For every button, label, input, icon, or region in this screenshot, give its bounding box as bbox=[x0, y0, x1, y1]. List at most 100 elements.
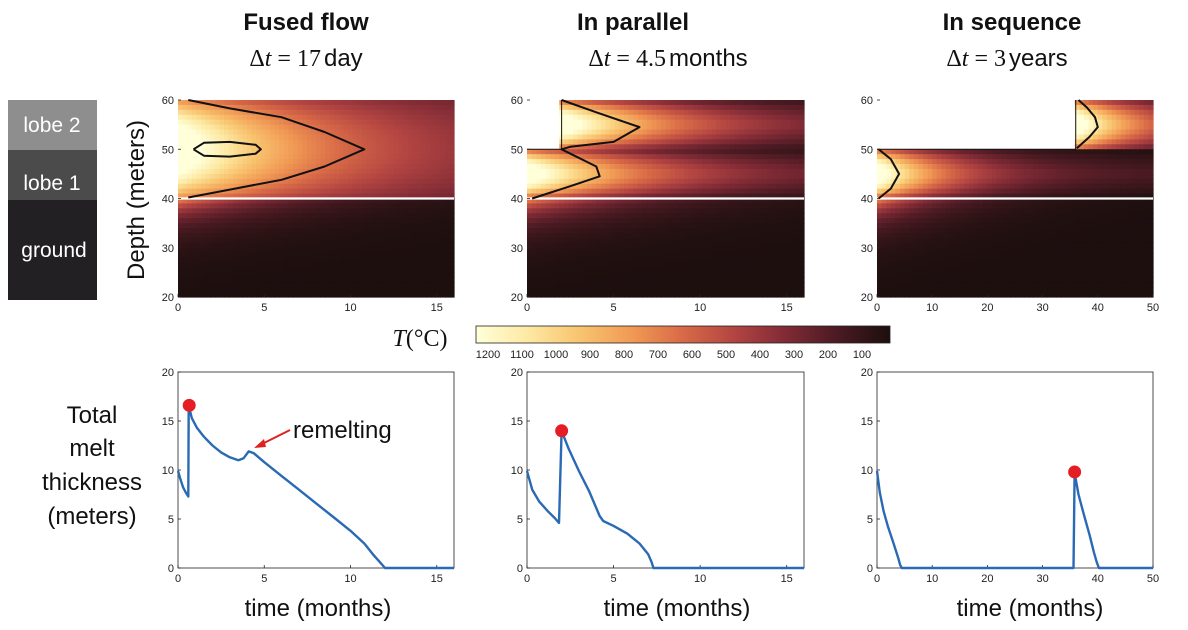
heatmap-cell bbox=[394, 287, 400, 293]
heatmap-cell bbox=[628, 139, 634, 145]
heatmap-cell bbox=[702, 252, 708, 259]
heatmap-cell bbox=[247, 213, 253, 219]
heatmap-cell bbox=[730, 272, 736, 278]
heatmap-cell bbox=[679, 109, 685, 116]
heatmap-cell bbox=[550, 149, 556, 155]
heatmap-cell bbox=[647, 292, 653, 298]
heatmap-cell bbox=[297, 287, 303, 293]
heatmap-cell bbox=[1120, 104, 1126, 111]
heatmap-cell bbox=[329, 119, 335, 126]
heatmap-cell bbox=[647, 129, 653, 136]
heatmap-cell bbox=[679, 164, 685, 170]
heatmap-cell bbox=[362, 154, 368, 160]
heatmap-cell bbox=[274, 213, 280, 219]
heatmap-cell bbox=[554, 198, 560, 205]
heatmap-cell bbox=[187, 119, 193, 126]
heatmap-cell bbox=[596, 282, 602, 288]
heatmap-cell bbox=[343, 198, 349, 205]
heatmap-cell bbox=[201, 164, 207, 170]
heatmap-cell bbox=[431, 100, 437, 106]
heatmap-cell bbox=[683, 203, 690, 209]
heatmap-cell bbox=[283, 203, 289, 209]
heatmap-cell bbox=[651, 129, 657, 136]
heatmap-cell bbox=[771, 208, 777, 214]
heatmap-cell bbox=[771, 272, 777, 278]
heatmap-cell bbox=[707, 257, 713, 264]
heatmap-cell bbox=[633, 139, 639, 145]
heatmap-cell bbox=[670, 247, 676, 254]
heatmap-cell bbox=[730, 119, 736, 126]
heatmap-cell bbox=[431, 193, 437, 200]
heatmap-cell bbox=[270, 247, 276, 254]
heatmap-cell bbox=[785, 129, 791, 136]
heatmap-cell bbox=[247, 247, 253, 254]
heatmap-cell bbox=[412, 114, 418, 121]
heatmap-cell bbox=[1079, 124, 1085, 131]
heatmap-cell bbox=[1111, 144, 1117, 150]
heatmap-cell bbox=[799, 139, 805, 145]
heatmap-cell bbox=[385, 252, 391, 259]
heatmap-cell bbox=[610, 198, 616, 205]
heatmap-cell bbox=[251, 104, 257, 111]
heatmap-cell bbox=[187, 149, 193, 155]
heatmap-cell bbox=[725, 124, 731, 131]
heatmap-cell bbox=[762, 242, 768, 249]
heatmap-cell bbox=[697, 228, 704, 234]
heatmap-cell bbox=[605, 252, 611, 259]
heatmap-cell bbox=[610, 119, 616, 126]
heatmap-cell bbox=[559, 188, 565, 195]
heatmap-cell bbox=[536, 277, 542, 283]
heatmap-cell bbox=[325, 237, 331, 244]
heatmap-cell bbox=[600, 218, 607, 224]
heatmap-cell bbox=[799, 237, 805, 244]
heatmap-cell bbox=[734, 282, 740, 288]
heatmap-cell bbox=[362, 203, 368, 209]
heatmap-cell bbox=[536, 183, 542, 190]
heatmap-cell bbox=[237, 213, 243, 219]
heatmap-cell bbox=[665, 104, 671, 111]
heatmap-cell bbox=[674, 228, 680, 234]
heatmap-cell bbox=[311, 168, 317, 175]
heatmap-cell bbox=[707, 223, 713, 229]
heatmap-cell bbox=[651, 282, 657, 288]
heatmap-cell bbox=[219, 159, 225, 165]
heatmap-cell bbox=[228, 213, 234, 219]
heatmap-cell bbox=[614, 287, 620, 293]
heatmap-cell bbox=[187, 247, 193, 254]
heatmap-cell bbox=[389, 257, 395, 264]
heatmap-cell bbox=[408, 198, 414, 205]
heatmap-cell bbox=[688, 104, 694, 111]
heatmap-cell bbox=[412, 218, 418, 224]
heatmap-cell bbox=[605, 208, 611, 214]
heatmap-cell bbox=[421, 183, 427, 190]
heatmap-cell bbox=[219, 282, 225, 288]
heatmap-cell bbox=[306, 114, 312, 121]
heatmap-cell bbox=[316, 114, 322, 121]
heatmap-cell bbox=[297, 208, 303, 214]
heatmap-cell bbox=[799, 104, 805, 111]
heatmap-cell bbox=[536, 154, 542, 160]
heatmap-cell bbox=[366, 232, 372, 239]
heatmap-cell bbox=[339, 100, 345, 106]
heatmap-cell bbox=[697, 208, 704, 214]
heatmap-cell bbox=[256, 100, 262, 106]
heatmap-cell bbox=[527, 252, 533, 259]
heatmap-cell bbox=[371, 173, 377, 180]
heatmap-cell bbox=[316, 242, 322, 249]
heatmap-cell bbox=[614, 277, 620, 283]
heatmap-cell bbox=[440, 237, 446, 244]
heatmap-cell bbox=[334, 252, 340, 259]
heatmap-cell bbox=[403, 193, 409, 200]
heatmap-cell bbox=[435, 208, 441, 214]
heatmap-cell bbox=[237, 114, 243, 121]
heatmap-cell bbox=[417, 247, 423, 254]
heatmap-cell bbox=[623, 144, 630, 150]
heatmap-cell bbox=[421, 129, 427, 136]
heatmap-cell bbox=[279, 144, 285, 150]
heatmap-cell bbox=[656, 232, 662, 239]
heatmap-cell bbox=[339, 164, 345, 170]
heatmap-cell bbox=[421, 262, 427, 269]
heatmap-cell bbox=[260, 139, 266, 145]
heatmap-cell bbox=[753, 119, 759, 126]
